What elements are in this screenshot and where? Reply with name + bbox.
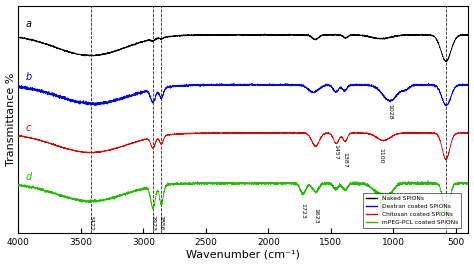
Legend: Naked SPIONs, Dextran coated SPIONs, Chitosan coated SPIONs, mPEG-PCL coated SPI: Naked SPIONs, Dextran coated SPIONs, Chi… [363,193,461,228]
Text: 1387: 1387 [343,152,347,167]
X-axis label: Wavenumber (cm⁻¹): Wavenumber (cm⁻¹) [186,249,301,259]
Text: 1100: 1100 [378,148,383,164]
Text: 3422: 3422 [88,215,93,231]
Y-axis label: Transmittance %: Transmittance % [6,73,16,166]
Text: 1028: 1028 [387,104,392,120]
Text: 2856: 2856 [159,215,164,231]
Text: b: b [26,72,32,82]
Text: 1457: 1457 [334,144,339,160]
Text: 2923: 2923 [150,215,155,231]
Text: d: d [26,172,32,182]
Text: 1623: 1623 [313,209,318,224]
Text: 577: 577 [444,215,449,227]
Text: 1106: 1106 [378,197,383,213]
Text: 1723: 1723 [301,203,306,219]
Text: c: c [26,123,31,133]
Text: a: a [26,19,32,29]
